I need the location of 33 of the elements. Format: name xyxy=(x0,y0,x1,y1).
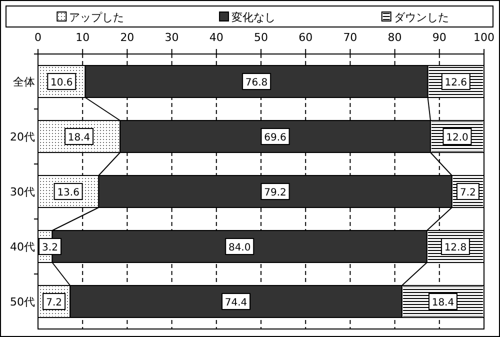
data-label: 13.6 xyxy=(57,188,80,198)
data-label: 79.2 xyxy=(264,188,286,198)
data-label: 7.2 xyxy=(460,188,476,198)
legend-label: ダウンした xyxy=(394,11,449,24)
x-tick-label: 10 xyxy=(76,31,90,44)
data-label: 18.4 xyxy=(432,298,454,308)
data-label: 10.6 xyxy=(50,78,73,88)
data-label: 18.4 xyxy=(68,132,90,144)
y-tick-label: 40代 xyxy=(10,240,35,254)
x-tick-label: 90 xyxy=(432,31,446,44)
x-tick-label: 80 xyxy=(388,31,402,44)
x-tick-label: 70 xyxy=(343,31,358,44)
legend-label: 変化なし xyxy=(232,11,276,24)
y-tick-label: 50代 xyxy=(10,296,35,308)
y-tick-label: 全体 xyxy=(13,76,35,88)
y-tick-label: 20代 xyxy=(10,130,35,144)
x-tick-label: 50 xyxy=(254,31,268,44)
legend-label: アップした xyxy=(69,11,124,24)
data-label: 12.6 xyxy=(444,78,468,88)
x-tick-label: 40 xyxy=(209,31,224,44)
data-label: 12.0 xyxy=(446,132,468,144)
data-label: 7.2 xyxy=(46,298,62,308)
data-label: 12.8 xyxy=(444,242,467,254)
x-tick-label: 30 xyxy=(164,31,179,44)
x-tick-label: 60 xyxy=(298,31,313,44)
data-label: 76.8 xyxy=(245,78,268,88)
x-tick-label: 20 xyxy=(120,31,134,44)
x-tick-label: 0 xyxy=(34,31,42,44)
x-tick-label: 100 xyxy=(474,31,494,44)
data-label: 84.0 xyxy=(228,242,251,254)
data-label: 69.6 xyxy=(264,132,286,144)
y-tick-label: 30代 xyxy=(10,186,35,198)
data-label: 74.4 xyxy=(224,298,248,308)
